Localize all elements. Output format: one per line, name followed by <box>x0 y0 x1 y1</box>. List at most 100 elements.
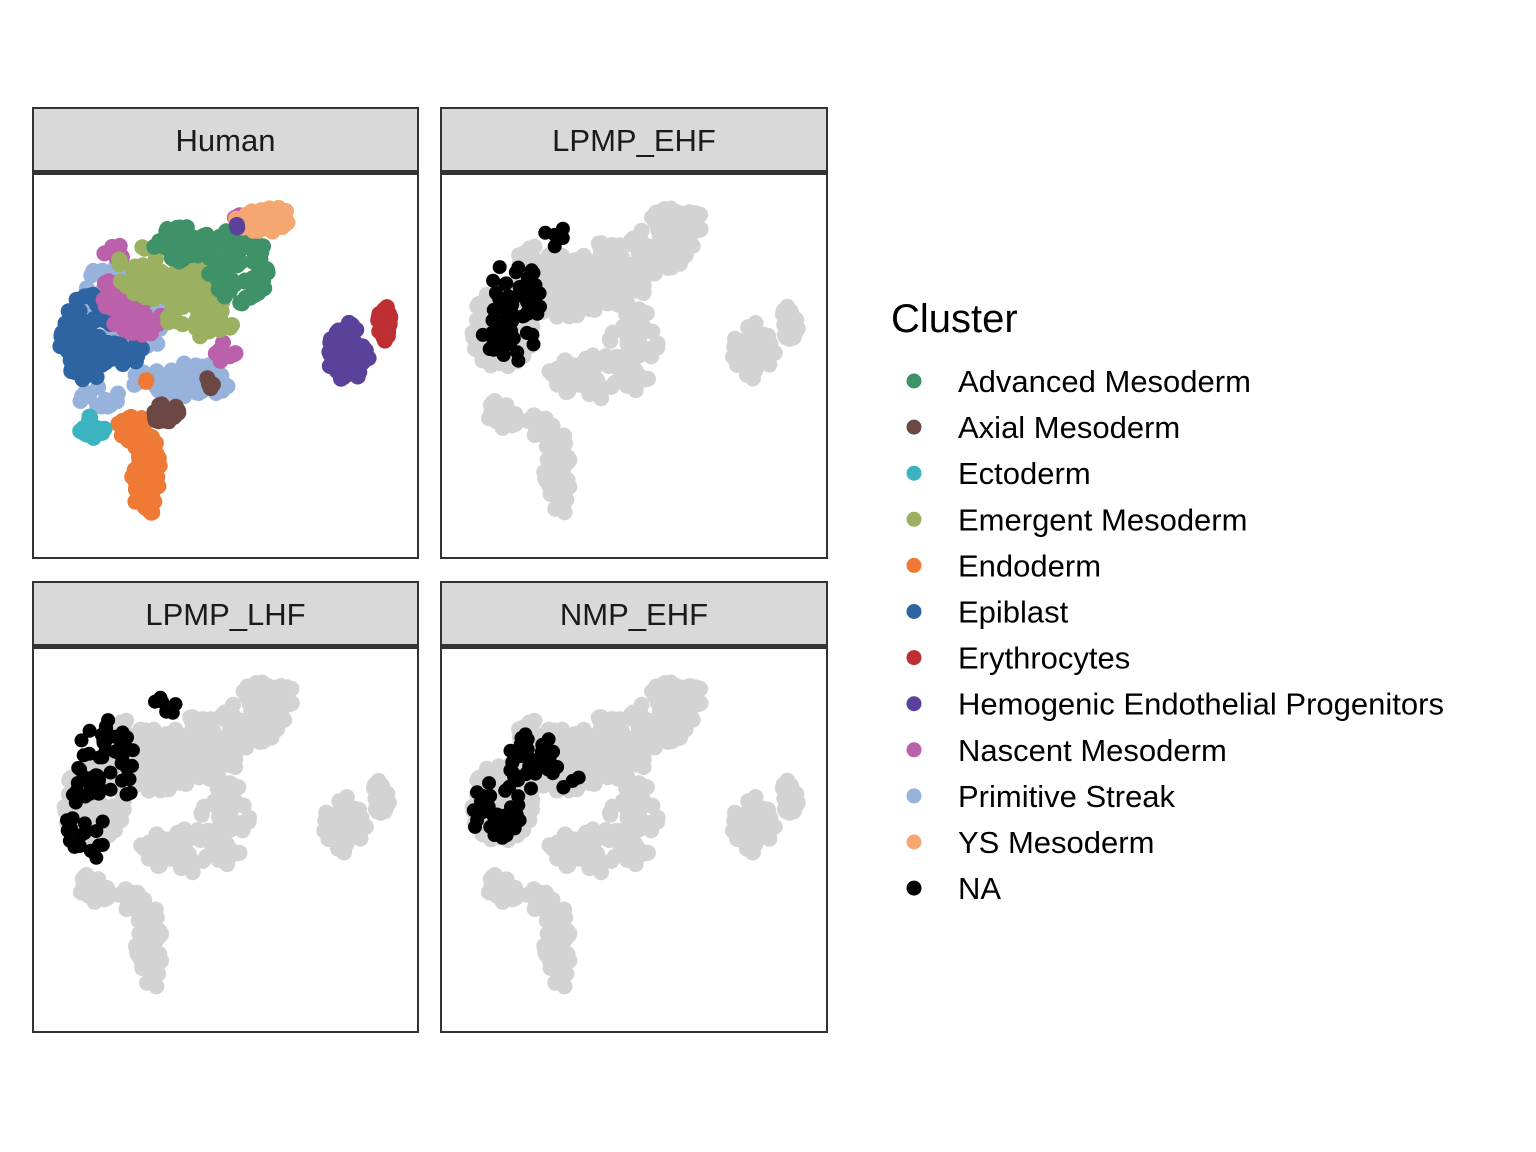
highlight-point <box>498 277 513 292</box>
highlight-point <box>500 825 515 840</box>
highlight-point <box>165 705 180 720</box>
background-point <box>781 320 798 337</box>
data-point <box>256 280 273 297</box>
highlight-point <box>89 850 104 865</box>
background-point <box>374 782 391 799</box>
highlight-point <box>91 778 106 792</box>
data-point <box>129 303 146 320</box>
legend-label: Epiblast <box>958 595 1069 630</box>
background-point <box>336 831 353 848</box>
background-point <box>117 881 134 898</box>
background-point <box>372 794 389 811</box>
data-point <box>220 251 237 268</box>
background-point <box>597 716 614 733</box>
highlight-point <box>64 821 78 836</box>
background-point <box>488 887 505 904</box>
background-point <box>152 774 169 791</box>
background-point <box>145 973 162 990</box>
data-point <box>321 358 338 374</box>
data-point <box>228 216 245 233</box>
background-point <box>556 949 573 966</box>
facet-strip <box>32 581 419 647</box>
background-point <box>557 352 574 369</box>
legend-key <box>906 696 922 712</box>
highlight-point <box>547 239 562 254</box>
background-point <box>164 749 181 766</box>
background-point <box>189 716 206 733</box>
background-point <box>575 247 592 264</box>
data-point <box>120 429 137 446</box>
highlight-point <box>76 748 91 763</box>
background-point <box>560 300 577 317</box>
background-point <box>631 334 648 351</box>
background-point <box>671 701 688 718</box>
highlight-point <box>506 766 521 781</box>
strip-divider <box>441 170 827 174</box>
highlight-point <box>485 313 500 328</box>
legend-title: Cluster <box>891 297 1018 341</box>
legend-item: Axial Mesoderm <box>906 410 1180 445</box>
highlight-point <box>155 694 170 709</box>
data-point <box>133 340 150 357</box>
background-point <box>230 779 247 796</box>
background-point <box>163 844 180 861</box>
background-point <box>591 262 608 279</box>
background-point <box>167 721 184 738</box>
background-point <box>745 831 762 848</box>
background-point <box>677 721 694 738</box>
highlight-point <box>492 260 507 275</box>
data-point <box>334 348 351 365</box>
background-point <box>148 826 165 843</box>
data-point <box>195 227 212 244</box>
background-point <box>148 949 165 966</box>
background-point <box>650 732 667 748</box>
background-point <box>783 782 799 799</box>
background-point <box>183 736 200 753</box>
data-point <box>115 316 132 333</box>
legend-label: Endoderm <box>958 548 1101 583</box>
data-point <box>371 305 388 322</box>
data-point <box>180 288 197 305</box>
data-point <box>168 313 185 330</box>
data-point <box>338 366 355 383</box>
legend-label: Primitive Streak <box>958 779 1176 814</box>
background-point <box>631 808 648 825</box>
legend-label: Hemogenic Endothelial Progenitors <box>958 687 1444 722</box>
highlight-point <box>95 750 110 765</box>
background-point <box>235 797 252 814</box>
highlight-point <box>519 766 534 780</box>
highlight-point <box>65 787 80 802</box>
highlight-point <box>508 265 523 280</box>
background-point <box>597 242 614 259</box>
data-point <box>95 291 112 308</box>
data-point <box>200 375 217 392</box>
data-point <box>187 380 204 397</box>
background-point <box>745 357 762 374</box>
legend-key <box>906 465 922 481</box>
data-point <box>242 289 259 306</box>
highlight-point <box>82 723 97 738</box>
facet-title: Human <box>176 123 276 158</box>
background-point <box>596 291 613 308</box>
data-point <box>111 342 127 359</box>
highlight-point <box>488 286 503 300</box>
background-point <box>781 794 798 811</box>
highlight-point <box>496 347 511 362</box>
highlight-point <box>498 310 513 325</box>
highlight-point <box>514 731 529 745</box>
highlight-point <box>504 800 518 815</box>
legend-key <box>906 373 922 389</box>
background-point <box>537 267 554 284</box>
data-point <box>209 345 226 362</box>
data-point <box>77 384 94 401</box>
background-point <box>728 809 744 826</box>
background-point <box>80 887 97 904</box>
facet-panel-human: Human <box>32 107 419 559</box>
legend-item: Primitive Streak <box>906 779 1176 814</box>
background-point <box>226 711 243 728</box>
legend-label: NA <box>958 871 1001 906</box>
legend-label: Advanced Mesoderm <box>958 364 1251 399</box>
data-point <box>59 339 76 355</box>
strip-divider <box>33 644 418 648</box>
